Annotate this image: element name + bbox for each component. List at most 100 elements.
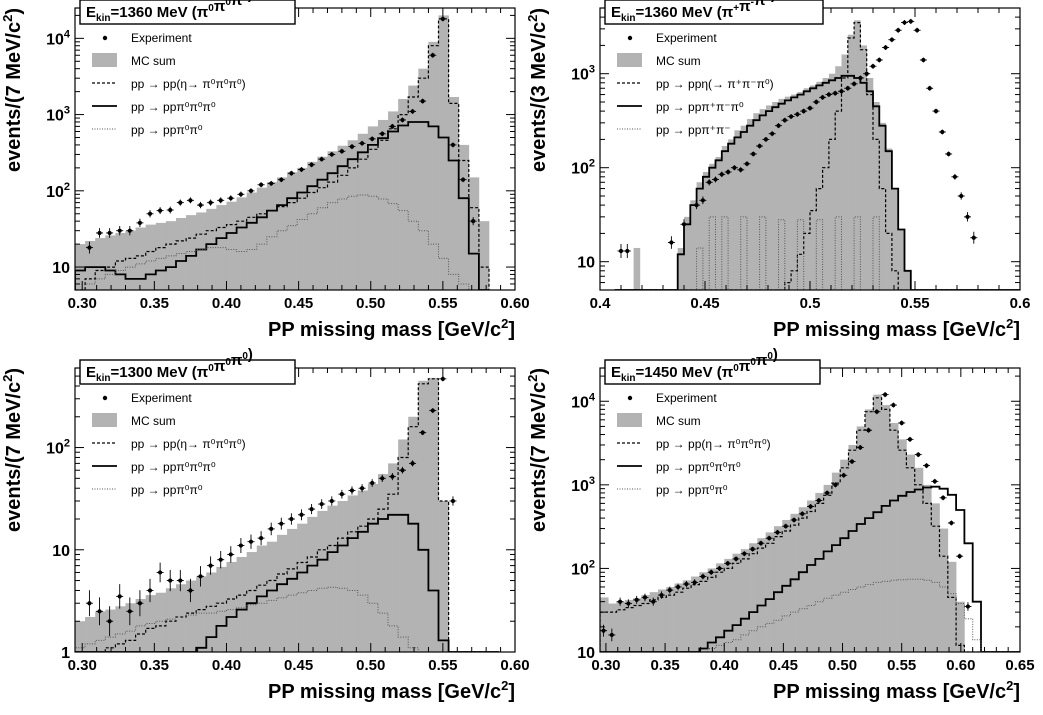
experiment-point [390, 124, 395, 129]
experiment-point [349, 488, 355, 493]
mc-sum-bar [216, 205, 227, 290]
experiment-point [117, 594, 122, 599]
experiment-point [349, 144, 355, 149]
experiment-point [188, 588, 193, 593]
x-tick-label: 0.35 [140, 295, 169, 312]
legend-marker-experiment [627, 35, 633, 41]
mc-sum-bar [458, 144, 470, 290]
mc-sum-bar [753, 113, 760, 290]
experiment-point [339, 492, 344, 497]
x-tick-label: 0.55 [900, 295, 929, 312]
experiment-point [168, 578, 173, 583]
experiment-point [107, 230, 112, 236]
mc-sum-bar [145, 595, 157, 652]
x-axis-title: PP missing mass [GeV/c2] [268, 316, 515, 341]
mc-sum-bar [115, 606, 126, 652]
experiment-point [833, 482, 838, 487]
mc-sum-bar [75, 621, 86, 652]
mc-sum-bar [757, 538, 766, 652]
mc-sum-bar [865, 409, 874, 652]
series-pp-pp--line [75, 378, 500, 652]
mc-sum-bar [85, 240, 96, 290]
mc-sum-bar [206, 208, 217, 290]
experiment-point [430, 53, 435, 58]
mc-sum-bar [734, 130, 741, 290]
legend-entry: Experiment [102, 31, 192, 45]
legend-label: MC sum [131, 54, 176, 68]
experiment-point [921, 57, 926, 63]
mc-sum-bar [798, 507, 808, 652]
experiment-point [700, 574, 706, 579]
legend-marker-experiment [102, 395, 108, 401]
experiment-point [726, 169, 731, 175]
y-tick-label: 102 [46, 181, 70, 201]
mc-sum-bar [873, 394, 882, 652]
experiment-point [971, 235, 976, 240]
legend-entry: pp → ppη(→ π⁺π⁻π⁰) [617, 77, 774, 91]
experiment-point [839, 89, 844, 94]
experiment-point [924, 463, 929, 468]
mc-sum-bar [633, 247, 641, 290]
experiment-point [117, 228, 122, 233]
experiment-point [269, 181, 274, 186]
experiment-point [127, 609, 132, 614]
experiment-point [238, 543, 244, 548]
mc-sum-bar [388, 111, 399, 290]
mc-sum-bar [914, 467, 924, 652]
legend-entry: MC sum [92, 53, 176, 68]
mc-sum-bar [418, 68, 429, 290]
mc-sum-bar [765, 105, 773, 290]
y-axis-title: events/(7 MeV/c2) [525, 368, 550, 532]
y-tick-label: 104 [46, 28, 71, 48]
x-tick-label: 0.5 [800, 295, 821, 312]
mc-sum-bar [772, 102, 779, 290]
experiment-point [158, 570, 163, 575]
chart-title: Ekin=1450 MeV (π0π0π0) [611, 346, 778, 384]
experiment-point [733, 556, 739, 561]
experiment-point [168, 207, 173, 213]
mc-sum-bar [155, 592, 167, 652]
legend-marker-experiment [627, 395, 633, 401]
mc-sum-bar [702, 172, 710, 290]
experiment-point [927, 86, 932, 91]
mc-sum-bar [684, 216, 691, 290]
legend-label: Experiment [656, 391, 717, 405]
mc-sum-bar [879, 122, 886, 290]
experiment-point [309, 506, 314, 512]
y-tick-label: 10 [52, 260, 70, 277]
experiment-point [725, 561, 730, 566]
y-tick-label: 102 [46, 438, 70, 458]
legend-label: MC sum [656, 414, 701, 428]
mc-sum-bar [448, 97, 460, 290]
experiment-point [908, 19, 913, 24]
experiment-point [742, 551, 747, 556]
x-tick-label: 0.55 [428, 657, 457, 674]
experiment-point [825, 490, 830, 496]
experiment-point [852, 81, 857, 86]
x-axis-title: PP missing mass [GeV/c2] [268, 678, 515, 703]
experiment-point [864, 71, 869, 76]
legend-label: pp → ppπ⁰π⁰ [131, 123, 203, 137]
mc-sum-bar [947, 561, 957, 652]
experiment-point [198, 202, 203, 208]
experiment-point [883, 45, 888, 50]
mc-sum-bar [175, 584, 187, 652]
mc-sum-bar [408, 85, 419, 290]
x-tick-label: 0.45 [284, 657, 313, 674]
legend-label: pp → pp(η→ π⁰π⁰π⁰) [656, 437, 771, 451]
experiment-point [299, 167, 304, 172]
mc-sum-bar [317, 156, 328, 290]
experiment-point [841, 473, 846, 478]
mc-sum-bar [276, 534, 288, 652]
legend-marker-experiment [102, 35, 108, 41]
experiment-point [808, 504, 813, 509]
experiment-point [634, 597, 639, 603]
experiment-point [440, 376, 445, 381]
mc-sum-bar [135, 598, 146, 652]
experiment-point [289, 516, 294, 522]
chart-title: Ekin=1360 MeV (π0π0π0) [86, 0, 253, 24]
experiment-point [675, 584, 681, 590]
legend-label: MC sum [131, 414, 176, 428]
mc-sum-bar [848, 444, 858, 652]
mc-sum-bar [398, 439, 409, 652]
